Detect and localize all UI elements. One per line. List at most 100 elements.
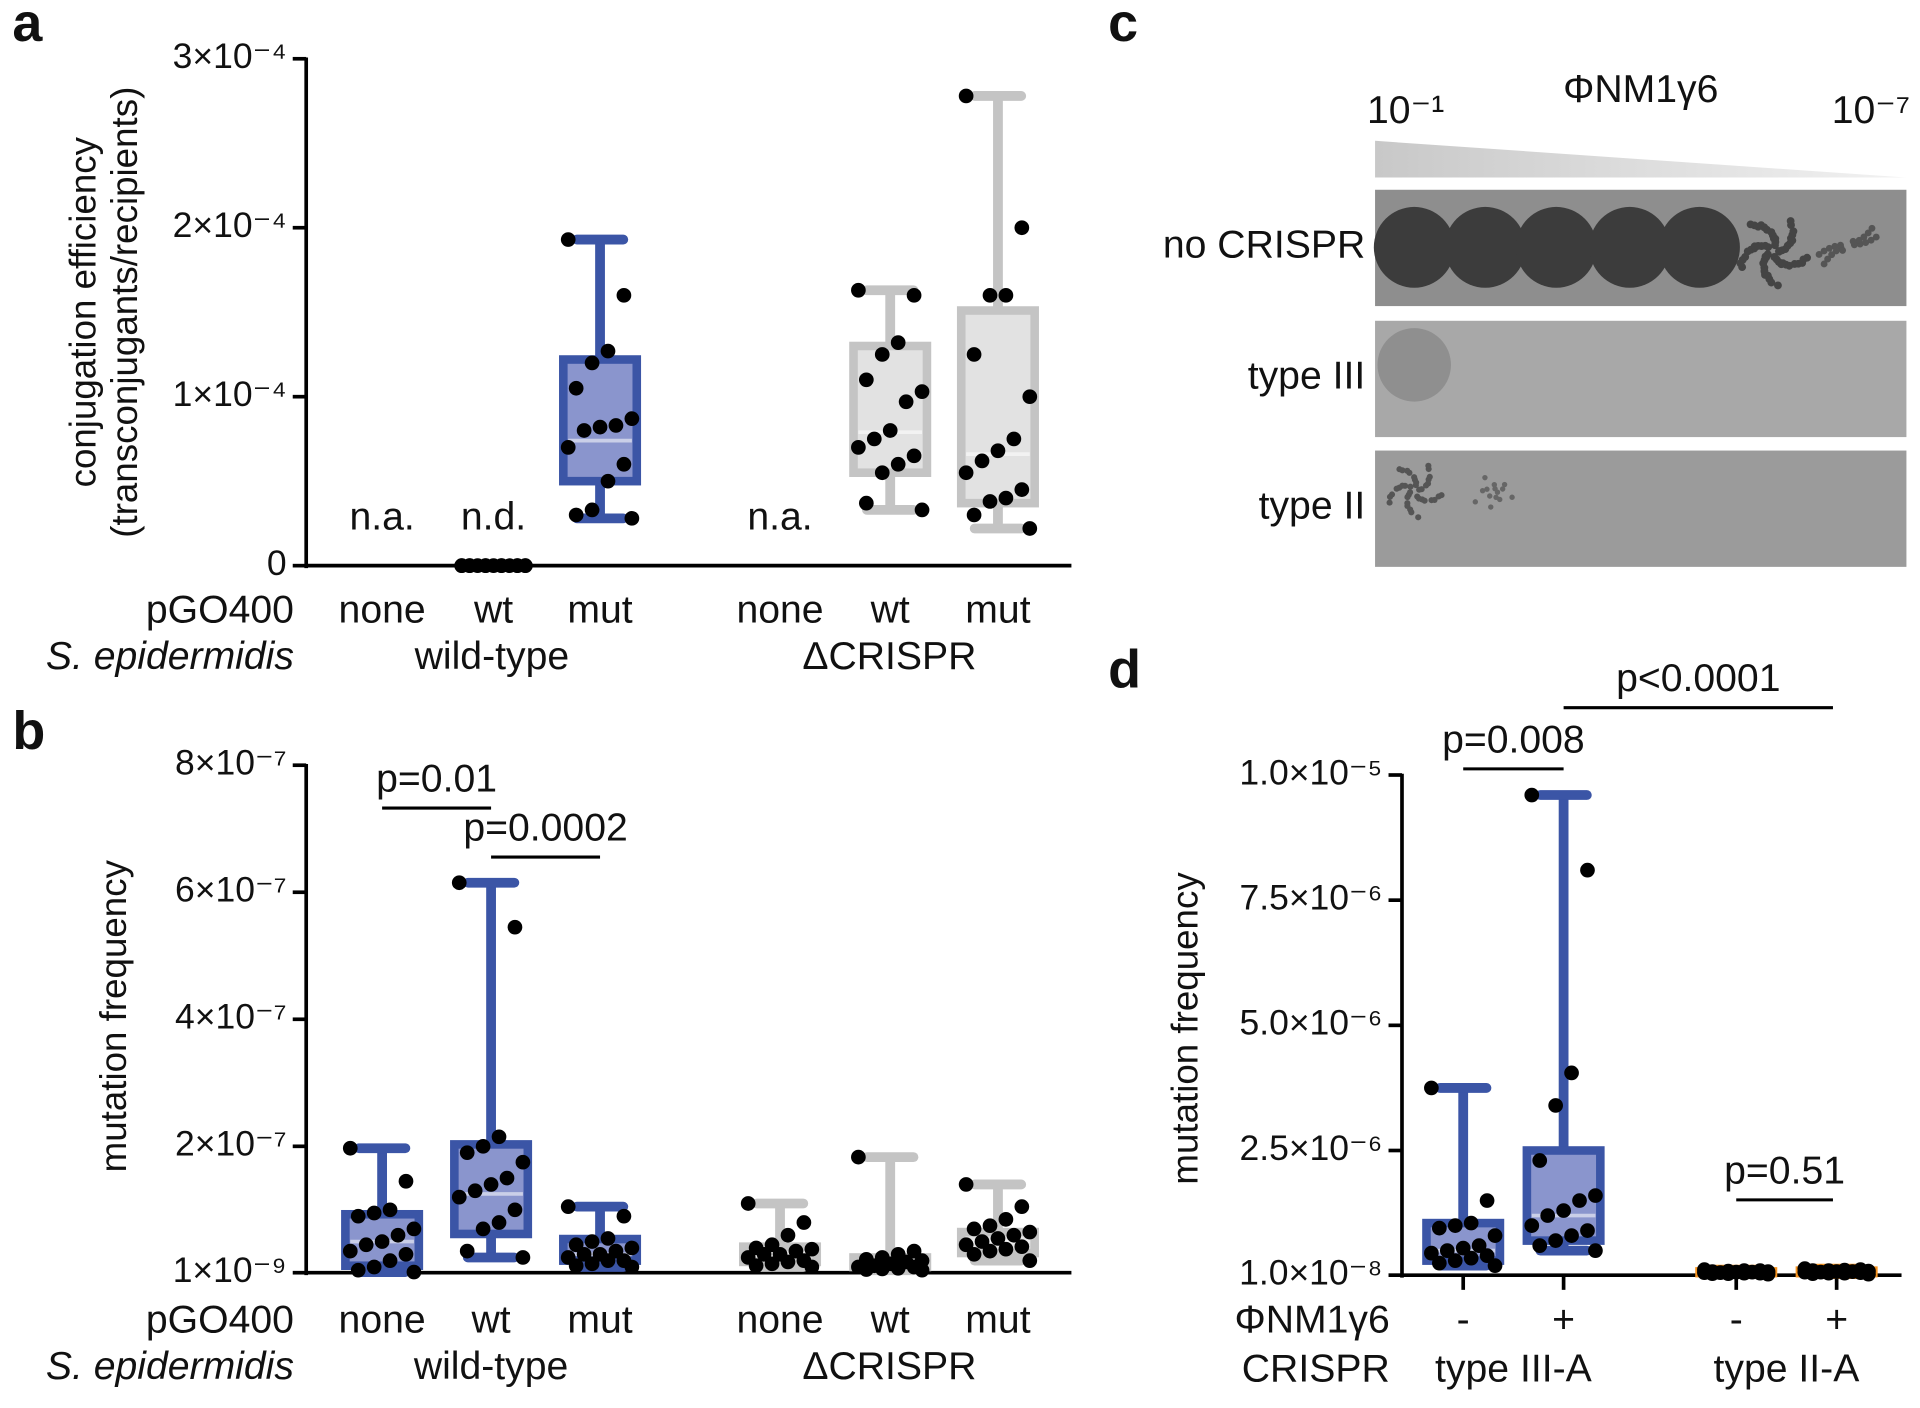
data-point — [966, 507, 982, 523]
row-label: type III — [1248, 355, 1366, 398]
plaque — [1393, 485, 1400, 492]
plaque — [1407, 489, 1414, 496]
plaque — [1425, 462, 1432, 469]
p-value: p=0.008 — [1442, 718, 1585, 761]
data-point — [1588, 1243, 1603, 1258]
plaque — [1386, 499, 1393, 506]
box — [849, 341, 932, 478]
data-point — [1014, 482, 1030, 497]
plaque — [1487, 493, 1493, 499]
data-point — [478, 558, 493, 573]
plaque — [1855, 236, 1863, 244]
data-point — [1821, 1265, 1837, 1281]
data-point — [1424, 1080, 1439, 1096]
plaque — [1386, 493, 1394, 500]
plaque — [1789, 227, 1798, 236]
data-point — [966, 1246, 982, 1262]
data-point — [1760, 1266, 1776, 1282]
data-point — [475, 1221, 491, 1237]
data-point — [350, 1262, 366, 1278]
x-tick-label: none — [736, 1299, 823, 1342]
plaque — [1404, 467, 1411, 474]
plaque — [1746, 220, 1755, 229]
data-point — [616, 456, 632, 472]
x-tick-label: mut — [567, 1299, 632, 1342]
data-point — [1487, 1258, 1503, 1273]
data-point — [764, 1256, 780, 1272]
data-point — [576, 423, 592, 438]
data-point — [494, 558, 509, 573]
data-point — [998, 1241, 1014, 1257]
data-point — [592, 419, 608, 435]
data-point — [560, 440, 576, 455]
data-point — [1014, 1199, 1030, 1214]
y-tick-label: 2.5×10⁻⁶ — [1239, 1128, 1382, 1168]
data-point — [1564, 1065, 1579, 1081]
y-tick-label: 7.5×10⁻⁶ — [1239, 878, 1382, 918]
data-point — [974, 453, 990, 469]
data-point — [882, 423, 898, 438]
row-label: pGO400 — [146, 589, 294, 632]
data-point — [1022, 1224, 1038, 1240]
row-label: CRISPR — [1242, 1348, 1390, 1391]
plaque — [1399, 482, 1406, 489]
plaque — [1411, 474, 1418, 481]
data-point — [890, 335, 906, 350]
data-point — [780, 1227, 796, 1243]
data-point — [874, 465, 890, 481]
data-point — [366, 1259, 382, 1275]
x-tick-label: - — [1730, 1299, 1743, 1342]
plaque — [1761, 241, 1770, 250]
x-tick-label: mut — [965, 589, 1030, 632]
annotation: n.d. — [461, 495, 526, 538]
data-point — [624, 1259, 640, 1275]
data-point — [874, 1261, 890, 1277]
data-point — [966, 347, 982, 362]
x-tick-label: wt — [470, 1299, 510, 1342]
data-point — [796, 1215, 812, 1230]
data-point — [406, 1221, 422, 1237]
plaque — [1491, 482, 1498, 488]
data-point — [858, 1262, 874, 1277]
data-point — [459, 1243, 475, 1259]
plaque — [1824, 255, 1832, 263]
y-tick-label: 2×10⁻⁴ — [173, 205, 287, 245]
data-point — [1580, 862, 1595, 878]
data-point — [1548, 1233, 1563, 1248]
plaque — [1501, 481, 1508, 488]
data-point — [390, 1227, 406, 1243]
data-point — [914, 1262, 930, 1278]
data-point — [350, 1208, 366, 1224]
data-point — [600, 1253, 616, 1268]
plaque — [1774, 281, 1782, 290]
data-point — [858, 495, 874, 511]
y-axis-label: mutation frequency — [93, 859, 134, 1172]
plaque — [1404, 502, 1411, 510]
data-point — [748, 1258, 764, 1274]
data-point — [1837, 1265, 1852, 1281]
row-label: S. epidermidis — [46, 1345, 294, 1388]
row-label: pGO400 — [146, 1299, 294, 1342]
plaque — [1743, 247, 1752, 256]
data-point — [616, 287, 632, 303]
data-point — [1705, 1266, 1720, 1282]
plaque-zone — [1373, 206, 1455, 288]
plaque-zone — [1444, 206, 1526, 288]
data-point — [966, 1221, 982, 1237]
plaque — [1408, 509, 1415, 516]
plaque — [1828, 251, 1836, 259]
data-point — [1548, 1098, 1563, 1113]
data-point — [1524, 1218, 1540, 1233]
dilution-wedge — [1375, 140, 1907, 178]
data-point — [958, 88, 974, 104]
x-tick-label: none — [339, 1299, 426, 1342]
x-tick-label: + — [1825, 1299, 1848, 1342]
dilution-label: 10⁻⁷ — [1832, 89, 1910, 132]
data-point — [906, 448, 922, 464]
plaque — [1864, 229, 1872, 237]
data-point — [1479, 1193, 1495, 1208]
data-point — [584, 355, 600, 371]
y-tick-label: 1×10⁻⁴ — [173, 374, 287, 414]
data-point — [1736, 1265, 1752, 1281]
annotation: n.a. — [747, 495, 812, 538]
